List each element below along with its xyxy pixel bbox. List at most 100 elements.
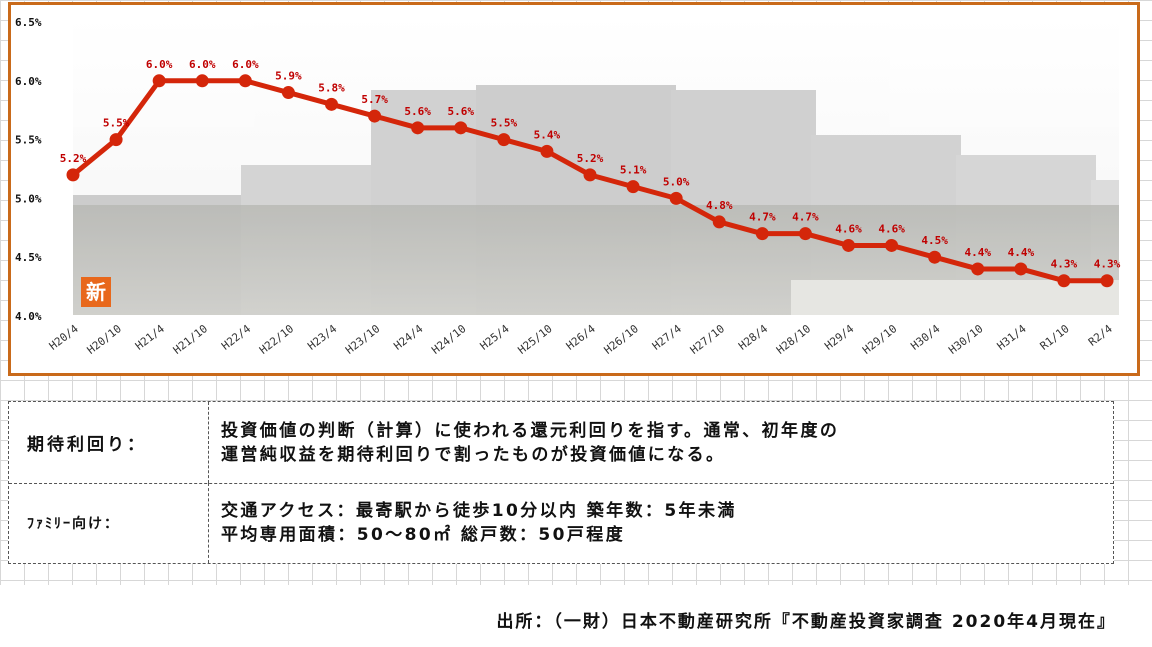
data-point [66,168,80,182]
data-label: 5.1% [620,164,647,177]
x-tick-label: H29/4 [822,322,856,353]
data-point [152,74,166,88]
data-point [238,74,252,88]
y-tick-label: 4.5% [15,251,42,264]
data-label: 4.3% [1051,258,1078,271]
x-tick-label: H31/4 [995,322,1029,353]
source-footer: 出所：（一財）日本不動産研究所『不動産投資家調査 2020年4月現在』 [0,585,1152,647]
x-tick-label: H30/4 [908,322,942,353]
data-label: 4.8% [706,199,733,212]
x-tick-label: H27/10 [688,322,727,357]
x-tick-label: H26/4 [564,322,598,353]
data-point [540,144,554,158]
data-point [109,133,123,147]
family-line-2: 平均専用面積：50～80㎡ 総戸数：50戸程度 [221,525,626,545]
x-tick-label: H21/10 [171,322,210,357]
x-tick-label: H22/10 [257,322,296,357]
definition-row-expected-yield: 期待利回り： 投資価値の判断（計算）に使われる還元利回りを指す。通常、初年度の … [9,402,1113,484]
source-text: 出所：（一財）日本不動産研究所『不動産投資家調査 2020年4月現在』 [496,612,1116,632]
data-point [1100,274,1114,288]
x-tick-label: H26/10 [602,322,641,357]
data-point [971,262,985,276]
data-label: 5.6% [404,105,431,118]
data-label: 6.0% [189,58,216,71]
data-point [368,109,382,123]
x-tick-label: R1/10 [1038,322,1072,353]
data-point [497,133,511,147]
definition-table: 期待利回り： 投資価値の判断（計算）に使われる還元利回りを指す。通常、初年度の … [8,401,1114,564]
y-tick-label: 5.0% [15,192,42,205]
row-divider [208,402,209,483]
data-point [712,215,726,229]
data-point [411,121,425,135]
data-label: 5.6% [448,105,475,118]
definition-row-family: ﾌｧﾐﾘｰ向け： 交通アクセス：最寄駅から徒歩10分以内 築年数：5年未満 平均… [9,483,1113,563]
y-tick-label: 5.5% [15,134,42,147]
x-tick-label: H23/10 [343,322,382,357]
data-label: 5.5% [103,117,130,130]
x-tick-label: H28/4 [736,322,770,353]
data-point [626,180,640,194]
expected-yield-line-2: 運営純収益を期待利回りで割ったものが投資価値になる。 [221,444,726,465]
data-label: 6.0% [146,58,173,71]
x-tick-label: R2/4 [1086,322,1115,349]
x-tick-label: H25/4 [478,322,512,353]
data-label: 4.4% [1008,246,1035,259]
data-point [583,168,597,182]
data-point [798,227,812,241]
y-tick-label: 6.0% [15,75,42,88]
data-point [1014,262,1028,276]
data-label: 5.2% [60,152,87,165]
x-tick-label: H27/4 [650,322,684,353]
data-point [669,191,683,205]
x-tick-label: H22/4 [219,322,253,353]
family-description: 交通アクセス：最寄駅から徒歩10分以内 築年数：5年未満 平均専用面積：50～8… [221,483,1103,563]
expected-yield-line-1: 投資価値の判断（計算）に使われる還元利回りを指す。通常、初年度の [221,420,840,441]
data-point [195,74,209,88]
new-badge: 新 [81,277,111,307]
data-point [1057,274,1071,288]
data-point [842,238,855,252]
chart-frame: 4.0% 4.5% 5.0% 5.5% 6.0% 6.5% H20/4 H20/10 H21/… [8,2,1140,376]
x-tick-label: H25/10 [515,322,554,357]
x-tick-label: H30/10 [946,322,985,357]
data-label: 4.7% [792,211,819,224]
y-tick-label: 4.0% [15,310,42,323]
expected-yield-description: 投資価値の判断（計算）に使われる還元利回りを指す。通常、初年度の 運営純収益を期… [221,402,1103,483]
family-line-1: 交通アクセス：最寄駅から徒歩10分以内 築年数：5年未満 [221,501,737,521]
data-label: 4.6% [878,222,905,235]
line-chart: 4.0% 4.5% 5.0% 5.5% 6.0% 6.5% H20/4 H20/10 H21/… [15,15,1121,357]
family-label: ﾌｧﾐﾘｰ向け： [27,516,120,532]
data-label: 5.0% [663,175,690,188]
expected-yield-label: 期待利回り： [27,435,147,455]
new-badge-text: 新 [86,280,106,304]
data-label: 5.4% [534,128,561,141]
data-label: 4.4% [965,246,992,259]
x-tick-label: H28/10 [774,322,813,357]
data-label: 4.6% [835,222,862,235]
data-label: 4.7% [749,211,776,224]
data-point [755,227,769,241]
x-tick-label: H20/10 [85,322,124,357]
data-point [325,97,338,111]
data-label: 5.9% [275,70,302,83]
x-tick-label: H24/4 [391,322,425,353]
data-point [928,250,942,264]
data-point [281,86,295,100]
x-tick-label: H21/4 [133,322,167,353]
data-label: 5.5% [491,117,518,130]
x-tick-label: H23/4 [305,322,339,353]
x-tick-label: H20/4 [47,322,81,353]
row-divider [208,483,209,563]
data-label: 5.8% [318,81,345,94]
data-label: 5.7% [361,93,388,106]
data-point [885,238,899,252]
x-tick-label: H24/10 [429,322,468,357]
data-label: 4.3% [1094,258,1121,271]
x-tick-label: H29/10 [860,322,899,357]
background-photo [73,15,1119,315]
y-tick-label: 6.5% [15,16,42,29]
data-label: 4.5% [921,234,948,247]
data-label: 5.2% [577,152,604,165]
data-label: 6.0% [232,58,259,71]
